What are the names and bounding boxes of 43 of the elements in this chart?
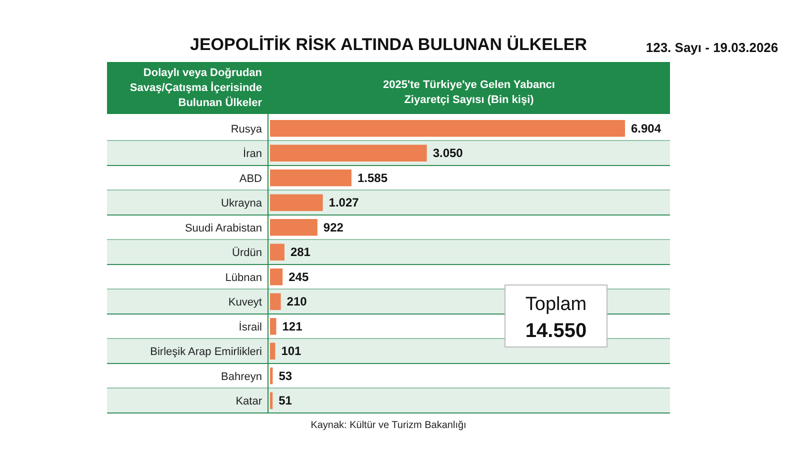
- data-label: 281: [290, 245, 311, 260]
- data-label: 121: [282, 319, 303, 334]
- y-tick-label: Rusya: [230, 123, 263, 136]
- y-tick-label: Katar: [236, 396, 262, 408]
- y-tick-label: Kuveyt: [228, 296, 262, 309]
- chart-title: JEOPOLİTİK RİSK ALTINDA BULUNAN ÜLKELER: [190, 35, 587, 54]
- data-label: 210: [286, 294, 308, 309]
- bar: [270, 268, 283, 286]
- data-label: 53: [278, 368, 292, 383]
- y-tick-label: İran: [243, 147, 262, 160]
- y-tick-label: Lübnan: [225, 272, 262, 284]
- data-label: 1.027: [328, 196, 360, 210]
- bar: [270, 392, 273, 409]
- bar: [270, 368, 273, 384]
- bar: [270, 318, 276, 335]
- y-axis-title: Dolaylı veya Doğrudan Savaş/Çatışma İçerisinde Bulunan Ülkeler: [130, 67, 263, 109]
- annotation: Toplam: [525, 294, 587, 315]
- data-label: 6.904: [631, 121, 662, 136]
- y-tick-label: Birleşik Arap Emirlikleri: [150, 346, 262, 358]
- y-tick-label: Suudi Arabistan: [184, 222, 262, 234]
- bar: [270, 194, 323, 211]
- y-tick-label: Bahreyn: [221, 370, 262, 383]
- y-tick-label: Ukrayna: [221, 198, 263, 210]
- x-axis-title: 2025'te Türkiye'ye Gelen Yabancı Ziyaretçi Sayısı (Bin kişi): [383, 79, 555, 106]
- bar: [270, 170, 352, 186]
- data-label: 922: [323, 220, 344, 234]
- bar: [270, 219, 318, 236]
- data-label: 51: [278, 394, 292, 408]
- y-tick-label: Ürdün: [232, 246, 262, 260]
- data-label: 245: [288, 270, 309, 284]
- bar: [270, 293, 281, 310]
- bar: [270, 342, 276, 360]
- data-label: 3.050: [432, 146, 464, 160]
- annotation: 14.550: [525, 320, 587, 342]
- data-label: 101: [281, 344, 302, 358]
- bar: [270, 244, 284, 260]
- y-tick-label: ABD: [239, 172, 262, 185]
- bar: [270, 144, 427, 162]
- data-label: 1.585: [358, 170, 388, 185]
- bar: [270, 120, 625, 137]
- text: 123. Sayı - 19.03.2026: [646, 40, 778, 55]
- y-tick-label: İsrail: [238, 320, 262, 334]
- text: Kaynak: Kültür ve Turizm Bakanlığı: [310, 420, 466, 431]
